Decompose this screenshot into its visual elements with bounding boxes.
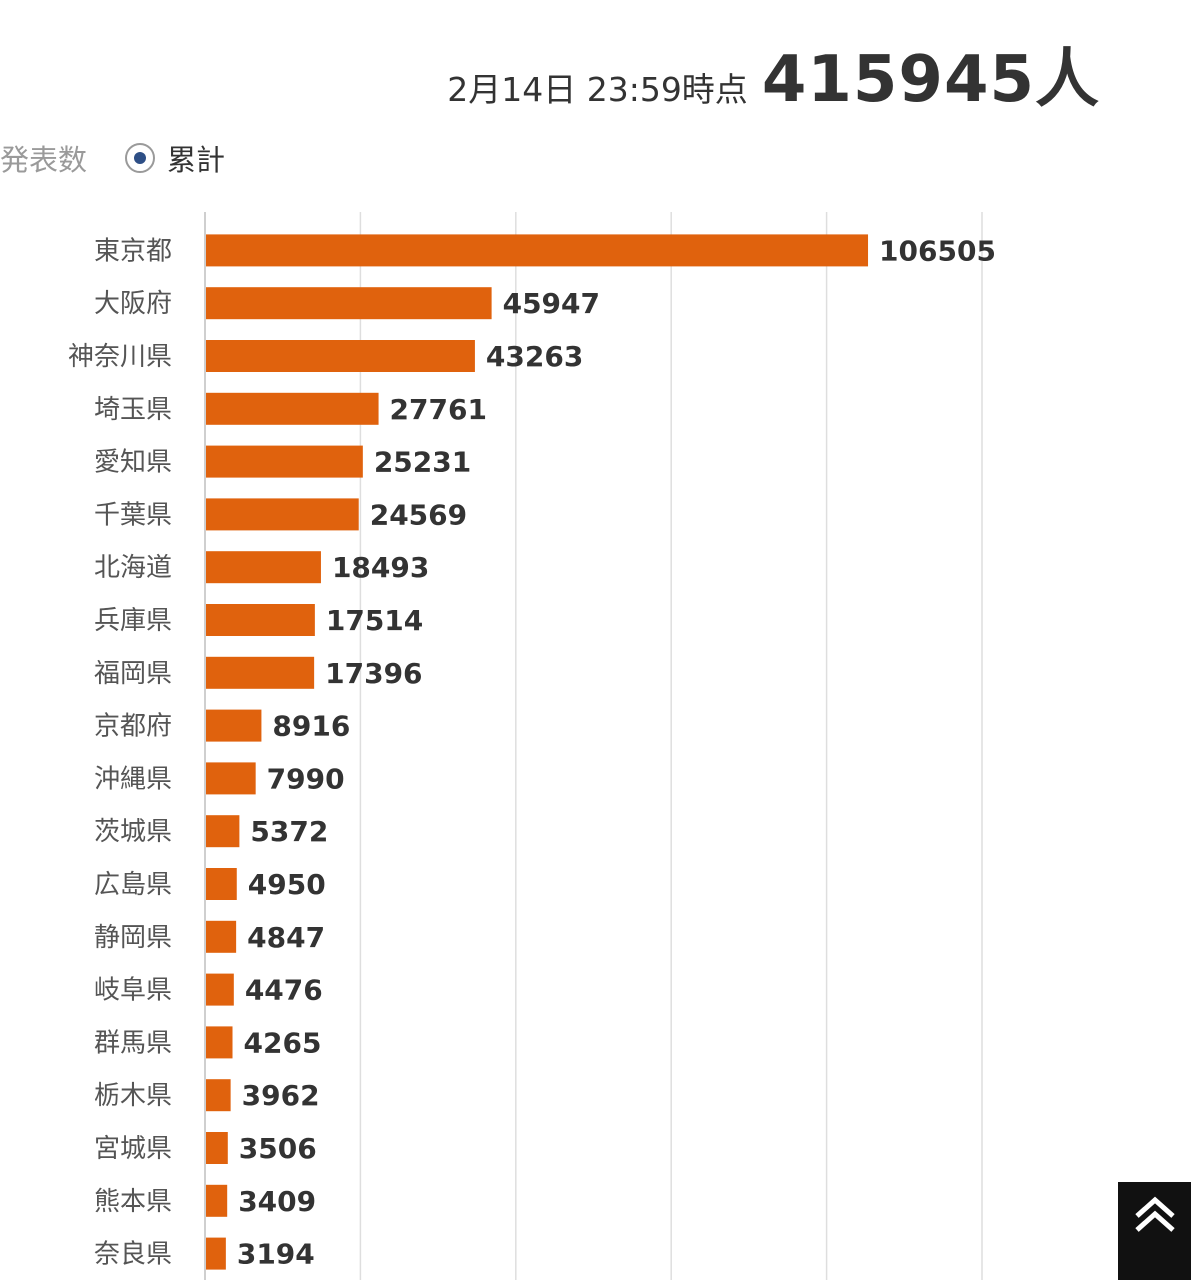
bar[interactable]: [206, 868, 237, 900]
data-label: 3962: [242, 1079, 320, 1112]
data-label: 7990: [267, 762, 345, 795]
bar[interactable]: [206, 604, 315, 636]
bar[interactable]: [206, 920, 237, 953]
bar[interactable]: [206, 445, 363, 478]
bar[interactable]: [206, 551, 321, 584]
bar[interactable]: [206, 498, 359, 531]
category-label: 兵庫県: [94, 606, 172, 636]
data-label: 25231: [374, 446, 471, 479]
category-label: 茨城県: [94, 817, 172, 847]
data-label: 24569: [370, 498, 467, 531]
category-label: 群馬県: [94, 1028, 172, 1058]
mode-option-announced[interactable]: 発表数: [0, 137, 87, 179]
category-label: 京都府: [94, 712, 172, 742]
bar[interactable]: [206, 287, 492, 320]
double-chevron-up-icon: [1134, 1196, 1175, 1232]
as-of-timestamp: 2月14日 23:59時点: [447, 70, 748, 109]
mode-option-announced-label: 発表数: [0, 143, 88, 177]
mode-toggle: 発表数 累計: [0, 138, 225, 178]
category-label: 静岡県: [94, 923, 172, 953]
bar[interactable]: [206, 1079, 231, 1112]
data-label: 8916: [272, 710, 350, 743]
data-label: 17514: [326, 604, 423, 637]
data-label: 18493: [332, 551, 429, 584]
data-label: 27761: [390, 393, 487, 426]
chart-bars: 東京都 106505 大阪府 45947 神奈川県 43263 埼玉県 27761 愛知県 252…: [68, 234, 996, 1271]
bar[interactable]: [206, 973, 234, 1006]
bar[interactable]: [206, 1237, 226, 1270]
header: 2月14日 23:59時点 415945人: [0, 28, 1100, 120]
bar[interactable]: [206, 340, 475, 372]
data-label: 4847: [247, 921, 325, 954]
category-label: 栃木県: [94, 1081, 172, 1111]
radio-dot-icon: [134, 152, 147, 164]
category-label: 岐阜県: [94, 976, 172, 1006]
data-label: 4950: [248, 868, 326, 901]
category-label: 愛知県: [94, 448, 172, 478]
data-label: 43263: [486, 340, 583, 373]
bar[interactable]: [206, 1026, 233, 1059]
bar[interactable]: [206, 815, 240, 848]
data-label: 5372: [250, 815, 328, 848]
category-label: 福岡県: [94, 659, 172, 689]
category-label: 北海道: [94, 553, 172, 583]
mode-option-cumulative-label: 累計: [167, 143, 226, 177]
total-count: 415945人: [761, 43, 1100, 117]
bar[interactable]: [206, 1184, 228, 1217]
bar-chart: 東京都 106505 大阪府 45947 神奈川県 43263 埼玉県 27761 愛知県 252…: [68, 212, 996, 1280]
data-label: 3194: [237, 1238, 315, 1271]
bar[interactable]: [206, 392, 379, 425]
chart-grid: [204, 212, 983, 1280]
mode-option-cumulative[interactable]: 累計: [87, 137, 225, 179]
data-label: 17396: [325, 657, 422, 690]
category-label: 広島県: [94, 870, 172, 900]
category-label: 東京都: [94, 236, 172, 266]
data-label: 106505: [879, 234, 996, 267]
category-label: 宮城県: [94, 1134, 172, 1164]
bar[interactable]: [206, 709, 262, 742]
category-label: 千葉県: [94, 500, 172, 530]
category-label: 熊本県: [94, 1187, 172, 1217]
data-label: 4265: [244, 1026, 322, 1059]
bar[interactable]: [206, 762, 256, 795]
category-label: 神奈川県: [68, 342, 172, 372]
radio-selected-icon[interactable]: [125, 143, 156, 173]
category-label: 埼玉県: [94, 395, 172, 425]
data-label: 4476: [245, 974, 323, 1007]
category-label: 大阪府: [94, 289, 172, 319]
bar[interactable]: [206, 234, 869, 267]
data-label: 3409: [238, 1185, 316, 1218]
data-label: 3506: [239, 1132, 317, 1165]
category-label: 奈良県: [94, 1240, 172, 1270]
data-label: 45947: [503, 287, 600, 320]
category-label: 沖縄県: [94, 764, 172, 794]
scroll-to-top-button[interactable]: [1118, 1182, 1191, 1280]
bar[interactable]: [206, 1132, 228, 1164]
bar[interactable]: [206, 656, 315, 689]
